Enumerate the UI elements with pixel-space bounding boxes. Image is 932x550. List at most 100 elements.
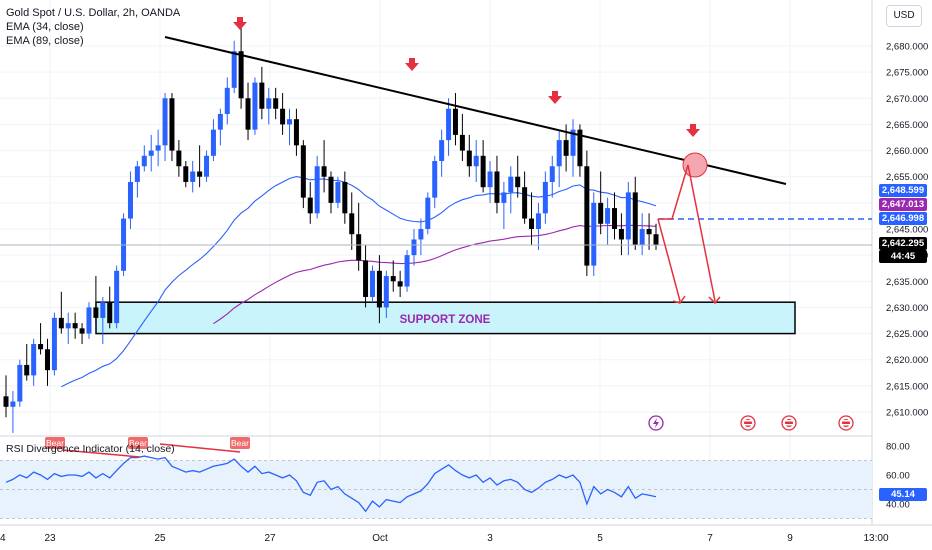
ema-fast-legend[interactable]: EMA (34, close) [6, 21, 84, 33]
candle-body [93, 307, 99, 318]
us-flag-icon-stripe [744, 420, 752, 422]
candle-body [72, 323, 78, 329]
candle-body [100, 302, 106, 318]
candle-body [356, 234, 362, 261]
rsi-divergence-line [159, 443, 241, 453]
ema-89-line [213, 224, 657, 325]
candle-body [141, 155, 147, 167]
candle-body [280, 108, 286, 125]
support-zone-rect [95, 301, 796, 335]
candle-body [397, 281, 403, 287]
candle-body [612, 208, 618, 229]
candle-body [58, 317, 64, 329]
rsi-axis-label: 60.00 [886, 471, 910, 482]
ema-slow-price-tag: 2,647.013 [879, 198, 927, 211]
us-flag-icon-stripe [842, 424, 850, 426]
candle-body [335, 181, 341, 203]
price-axis-label: 2,665.000 [886, 120, 928, 131]
time-axis[interactable]: 23 25 27 Oct 3 5 7 9 13:00 14 [0, 533, 889, 544]
down-arrow-icon [548, 91, 562, 104]
ema-34-path [61, 176, 657, 388]
time-axis-label: 25 [154, 533, 166, 544]
rsi-pane: Bear Bear Bear [0, 437, 872, 519]
candle-body [508, 176, 514, 193]
rsi-axis: 80.00 60.00 40.00 [886, 442, 910, 511]
ema-89-path [213, 224, 657, 325]
resistance-trendline [164, 36, 787, 185]
symbol-title[interactable]: Gold Spot / U.S. Dollar, 2h, OANDA [6, 7, 181, 19]
projection-arrow-1-head [672, 295, 686, 304]
candle-body [376, 270, 382, 308]
candle-body [584, 166, 590, 266]
ema-fast-price-tag: 2,648.599 [879, 184, 927, 197]
candle-body [38, 344, 44, 350]
candle-body [349, 213, 355, 235]
touch-circle [682, 152, 708, 178]
drawing-overlay [0, 17, 872, 305]
ema-slow-legend[interactable]: EMA (89, close) [6, 35, 84, 47]
candle-body [418, 229, 424, 240]
candle-body [321, 166, 327, 177]
rsi-line [5, 455, 657, 513]
candle-body [10, 401, 16, 407]
price-axis-label: 2,615.000 [886, 381, 928, 392]
candle-body [501, 192, 507, 203]
candle-body [17, 364, 23, 402]
candle-body [625, 192, 631, 240]
time-axis-label: 3 [487, 533, 493, 544]
rsi-axis-label: 80.00 [886, 442, 910, 453]
bear-label-2: Bear [129, 438, 147, 448]
candle-body [210, 129, 216, 156]
candle-body [114, 270, 120, 324]
down-arrow-icon [233, 17, 247, 30]
candle-body [515, 176, 521, 188]
candle-body [24, 364, 30, 376]
candle-body [273, 98, 279, 109]
candle-body [314, 166, 320, 214]
candle-body [307, 197, 313, 214]
candle-body [183, 166, 189, 182]
candle-body [432, 161, 438, 198]
candle-body [127, 181, 133, 219]
currency-button[interactable]: USD [886, 5, 922, 27]
time-axis-label: 9 [787, 533, 793, 544]
price-axis-label: 2,625.000 [886, 329, 928, 340]
candle-body [653, 234, 659, 245]
candle-body [300, 145, 306, 198]
down-arrow-icon [405, 58, 419, 71]
candle-body [51, 317, 57, 371]
candle-body [383, 276, 389, 308]
event-icons[interactable] [648, 415, 854, 431]
candle-body [425, 197, 431, 229]
time-axis-label: 5 [597, 533, 603, 544]
price-axis-label: 2,655.000 [886, 172, 928, 183]
time-axis-label: 27 [264, 533, 276, 544]
price-axis-label: 2,635.000 [886, 277, 928, 288]
candle-body [287, 119, 293, 125]
rsi-value-tag: 45.14 [879, 488, 927, 501]
projection-arrow-2 [658, 164, 716, 302]
candle-body [252, 82, 258, 130]
candle-body [176, 150, 182, 167]
candle-body [224, 87, 230, 114]
rsi-indicator-legend[interactable]: RSI Divergence Indicator (14, close) [6, 443, 175, 455]
candle-body [238, 51, 244, 99]
candle-body [266, 98, 272, 109]
candle-body [563, 140, 569, 156]
price-axis-label: 2,680.000 [886, 42, 928, 53]
price-axis-label: 2,670.000 [886, 94, 928, 105]
us-flag-icon-stripe [744, 424, 752, 426]
candle-body [542, 181, 548, 214]
candle-body [44, 349, 50, 371]
bear-label-1: Bear [46, 438, 64, 448]
candle-body [404, 255, 410, 287]
price-axis-label: 2,620.000 [886, 355, 928, 366]
candle-body [473, 155, 479, 167]
candle-body [549, 166, 555, 182]
time-axis-label: 14 [0, 533, 6, 544]
time-axis-label: 13:00 [863, 533, 888, 544]
price-axis[interactable]: 2,680.000 2,675.000 2,670.000 2,665.000 2,66… [886, 42, 928, 419]
candle-body [134, 166, 140, 182]
